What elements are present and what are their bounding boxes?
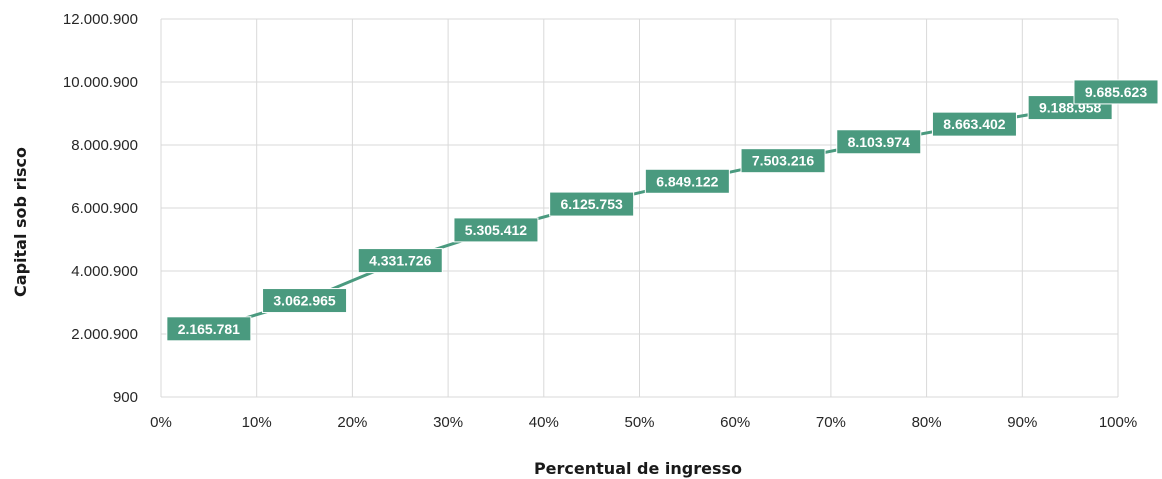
data-label: 7.503.216 xyxy=(740,148,826,174)
x-tick-label: 0% xyxy=(150,414,172,431)
data-label: 4.331.726 xyxy=(357,248,443,274)
data-label-box xyxy=(644,168,730,194)
x-tick-label: 80% xyxy=(912,414,942,431)
x-tick-label: 10% xyxy=(242,414,272,431)
data-label-text: 7.503.216 xyxy=(752,153,814,169)
data-label-box xyxy=(740,148,826,174)
y-tick-label: 8.000.900 xyxy=(71,137,138,154)
grid xyxy=(160,18,1119,398)
data-label-box xyxy=(1073,79,1159,105)
x-tick-label: 20% xyxy=(337,414,367,431)
data-label-text: 5.305.412 xyxy=(465,222,527,238)
data-label: 5.305.412 xyxy=(453,217,539,243)
data-label-text: 6.849.122 xyxy=(656,173,718,189)
y-tick-label: 12.000.900 xyxy=(63,11,138,28)
x-axis-title: Percentual de ingresso xyxy=(534,459,742,478)
x-tick-label: 100% xyxy=(1099,414,1137,431)
x-tick-label: 60% xyxy=(720,414,750,431)
data-label-box xyxy=(453,217,539,243)
data-label-box xyxy=(166,316,252,342)
data-label-text: 8.663.402 xyxy=(943,116,1005,132)
data-label-text: 9.685.623 xyxy=(1085,84,1147,100)
y-tick-label: 4.000.900 xyxy=(71,263,138,280)
y-axis-ticks: 900 2.000.900 4.000.900 6.000.900 8.000.900 1… xyxy=(63,11,138,406)
data-label: 8.663.402 xyxy=(931,111,1017,137)
end-point-label: 9.685.623 xyxy=(1073,79,1159,105)
data-label-text: 2.165.781 xyxy=(178,321,240,337)
y-tick-label: 6.000.900 xyxy=(71,200,138,217)
data-label-text: 8.103.974 xyxy=(848,134,910,150)
data-label-box xyxy=(262,288,348,314)
data-label: 6.849.122 xyxy=(644,168,730,194)
y-axis-title: Capital sob risco xyxy=(11,147,30,297)
y-tick-label: 900 xyxy=(113,389,138,406)
data-label-text: 3.062.965 xyxy=(273,293,335,309)
x-tick-label: 90% xyxy=(1007,414,1037,431)
data-label: 2.165.781 xyxy=(166,316,252,342)
data-label-text: 4.331.726 xyxy=(369,253,431,269)
y-tick-label: 10.000.900 xyxy=(63,74,138,91)
data-labels: 2.165.781 3.062.965 4.331.726 5.305.412 6.12… xyxy=(166,79,1159,342)
x-tick-label: 70% xyxy=(816,414,846,431)
x-axis-ticks: 0% 10% 20% 30% 40% 50% 60% 70% 80% 90% 100% xyxy=(150,414,1137,431)
y-tick-label: 2.000.900 xyxy=(71,326,138,343)
x-tick-label: 50% xyxy=(624,414,654,431)
x-tick-label: 40% xyxy=(529,414,559,431)
data-label: 6.125.753 xyxy=(549,191,635,217)
x-tick-label: 30% xyxy=(433,414,463,431)
data-label-box xyxy=(836,129,922,155)
data-label-box xyxy=(357,248,443,274)
data-label: 3.062.965 xyxy=(262,288,348,314)
data-label-box xyxy=(549,191,635,217)
data-label-box xyxy=(931,111,1017,137)
data-label: 8.103.974 xyxy=(836,129,922,155)
data-label-text: 6.125.753 xyxy=(561,196,623,212)
